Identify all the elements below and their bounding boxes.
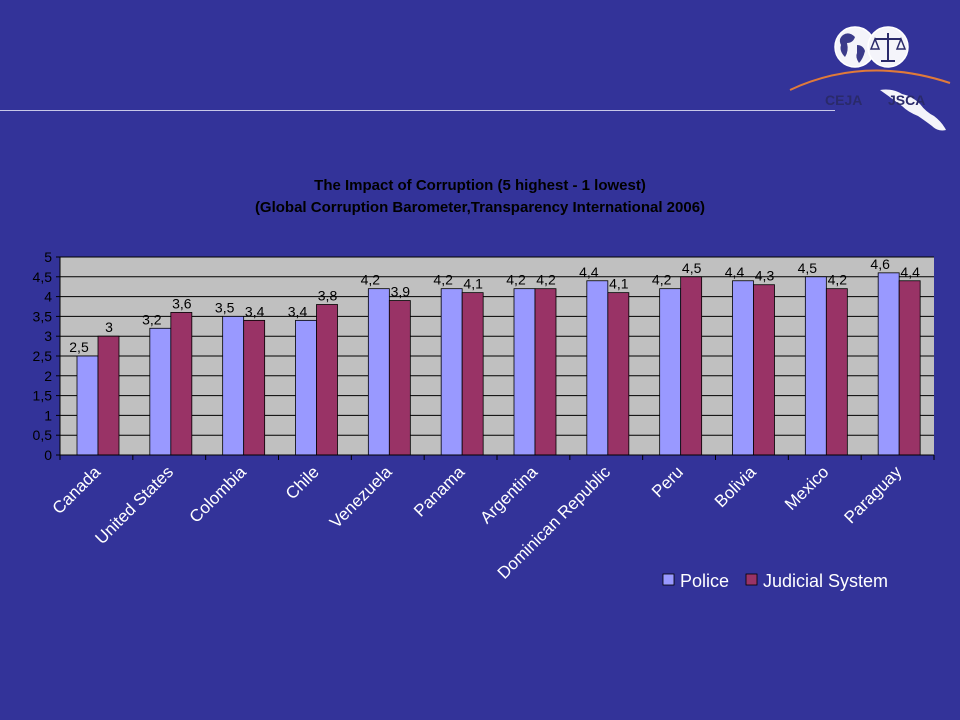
x-tick-label: Colombia <box>186 462 251 527</box>
data-label: 4,5 <box>798 260 818 276</box>
bar-judicial <box>97 335 120 456</box>
x-tick-label: Argentina <box>476 462 541 527</box>
data-label: 4,1 <box>463 276 483 292</box>
legend-label-judicial: Judicial System <box>763 571 888 591</box>
x-tick-label: Canada <box>49 462 105 518</box>
data-label: 4,2 <box>361 272 381 288</box>
bar-police <box>440 288 463 456</box>
bar-police <box>513 288 536 456</box>
data-label: 4,1 <box>609 276 629 292</box>
bar-police <box>732 280 754 456</box>
bar-police <box>367 288 390 456</box>
logo: CEJA JSCA <box>785 15 955 145</box>
y-tick-label: 0 <box>44 447 52 463</box>
logo-arc <box>789 69 951 91</box>
x-tick-label: Bolivia <box>711 462 760 511</box>
y-tick-label: 4 <box>44 289 52 305</box>
data-label: 4,4 <box>725 264 745 280</box>
bar-judicial <box>534 288 557 456</box>
bar-judicial <box>388 300 411 456</box>
bar-police <box>804 276 827 456</box>
bars <box>76 272 921 456</box>
data-label: 3,5 <box>215 299 235 315</box>
bar-police <box>586 280 609 456</box>
data-label: 3,9 <box>391 284 411 300</box>
data-label: 3,4 <box>245 303 265 319</box>
bar-judicial <box>461 292 484 456</box>
data-label: 3,6 <box>172 295 192 311</box>
data-label: 4,6 <box>870 256 890 272</box>
bar-police <box>877 272 900 456</box>
bar-judicial <box>825 288 848 456</box>
bar-judicial <box>753 284 775 456</box>
x-tick-label: Paraguay <box>841 462 906 527</box>
data-label: 3,4 <box>288 303 308 319</box>
data-label: 3,2 <box>142 311 162 327</box>
bar-judicial <box>316 304 338 456</box>
header-rule <box>0 110 835 111</box>
data-label: 4,2 <box>506 272 526 288</box>
x-tick-label: United States <box>91 462 177 548</box>
data-label: 3,8 <box>318 288 338 304</box>
data-labels: 2,5 3,2 3,5 3,4 4,2 4,2 4,2 4,4 4,2 4,4 4,5 4,6 3 3,6… <box>69 256 920 355</box>
y-tick-label: 3 <box>44 328 52 344</box>
legend-swatch-police <box>662 573 675 586</box>
data-label: 4,2 <box>433 272 453 288</box>
legend: Police Judicial System <box>662 571 888 591</box>
data-label: 4,2 <box>828 272 848 288</box>
americas-map-icon <box>880 89 946 131</box>
y-tick-label: 1 <box>44 407 52 423</box>
logo-right-text: JSCA <box>888 92 925 108</box>
logo-left-text: CEJA <box>825 92 862 108</box>
y-tick-label: 5 <box>44 249 52 265</box>
x-tick-label: Venezuela <box>326 462 396 532</box>
chart-title: The Impact of Corruption (5 highest - 1 … <box>314 177 646 194</box>
x-tick-label: Panama <box>410 462 469 521</box>
data-label: 4,2 <box>536 272 556 288</box>
y-tick-label: 3,5 <box>33 308 53 324</box>
globe-icon <box>834 26 876 68</box>
y-tick-label: 2 <box>44 368 52 384</box>
y-tick-label: 4,5 <box>33 269 53 285</box>
x-tick-label: Mexico <box>781 462 833 514</box>
bar-judicial <box>680 276 703 456</box>
bar-police <box>222 315 245 456</box>
bar-judicial <box>607 292 630 456</box>
data-label: 4,2 <box>652 272 672 288</box>
bar-judicial <box>170 312 193 456</box>
bar-police <box>659 288 682 456</box>
bar-police <box>295 319 317 456</box>
y-axis: 0 0,5 1 1,5 2 2,5 3 3,5 4 4,5 5 <box>33 249 61 463</box>
data-label: 3 <box>105 319 113 335</box>
data-label: 4,4 <box>900 264 920 280</box>
scales-icon <box>867 26 909 68</box>
legend-label-police: Police <box>680 571 729 591</box>
bar-judicial <box>898 280 921 456</box>
data-label: 4,5 <box>682 260 702 276</box>
bar-police <box>149 327 172 456</box>
data-label: 2,5 <box>69 339 89 355</box>
bar-police <box>76 355 99 456</box>
y-tick-label: 1,5 <box>33 388 53 404</box>
data-label: 4,4 <box>579 264 599 280</box>
x-tick-label: Peru <box>648 462 687 501</box>
x-tick-label: Chile <box>282 462 323 503</box>
y-tick-label: 0,5 <box>33 427 53 443</box>
y-tick-label: 2,5 <box>33 348 53 364</box>
data-label: 4,3 <box>755 268 775 284</box>
legend-swatch-judicial <box>745 573 758 586</box>
bar-judicial <box>243 319 266 456</box>
chart-subtitle: (Global Corruption Barometer,Transparenc… <box>254 199 706 216</box>
